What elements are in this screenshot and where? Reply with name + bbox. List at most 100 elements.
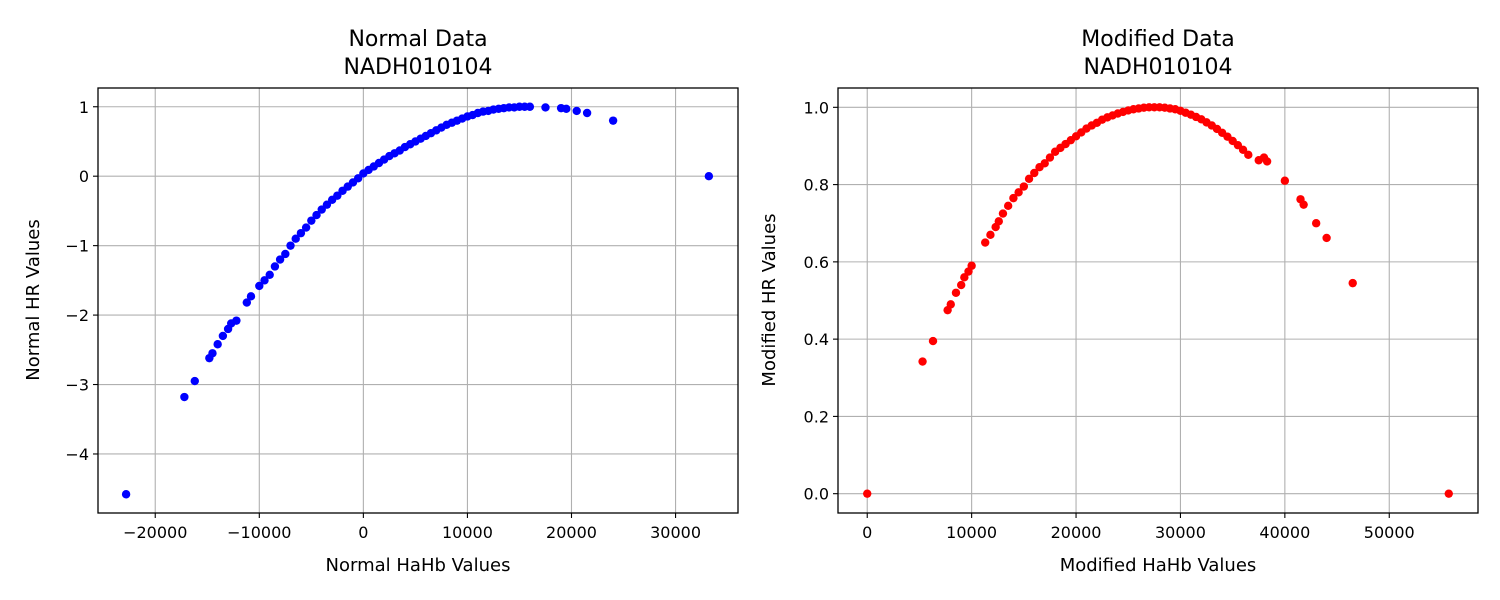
modified-y-tick-label: 0.4 [804,330,829,349]
normal-data-point [582,108,592,118]
normal-data-point [704,171,714,181]
normal-x-tick-label: 30000 [650,523,701,542]
modified-data-point [1238,145,1248,155]
normal-data-point [608,116,618,125]
modified-x-axis-label: Modified HaHb Values [1060,555,1257,576]
modified-data-point [960,273,969,282]
modified-y-tick-label: 0.6 [804,253,829,272]
modified-data-point [1311,219,1321,228]
modified-ticks: 0 10000 20000 30000 40000 50000 0.0 0.2 0.4 0.6 0.… [804,98,1415,542]
normal-x-tick-label: 0 [358,523,368,542]
normal-y-tick-label: −2 [65,306,89,325]
modified-data-point [1348,278,1357,288]
normal-data-panel: −20000 −10000 0 10000 20000 30000 −4 −3 −2 −1 0 1 N… [23,27,739,576]
normal-data-point [525,102,535,111]
modified-data-point [1262,157,1272,166]
normal-data-point [260,276,269,285]
modified-data-point [998,209,1008,218]
modified-data-point [1024,174,1034,183]
normal-data-point [291,234,300,243]
modified-data-point [928,336,938,346]
normal-data-point [255,281,264,291]
modified-title-line-2: NADH010104 [1084,55,1233,80]
modified-x-tick-label: 0 [862,523,872,542]
modified-y-tick-label: 1.0 [804,98,829,117]
modified-data-point [1014,188,1023,197]
modified-data-panel: 0 10000 20000 30000 40000 50000 0.0 0.2 0.4 0.6 0.… [759,27,1479,576]
modified-data-point [1299,200,1308,209]
normal-title-line-2: NADH010104 [344,55,493,80]
normal-data-point [218,331,228,341]
modified-y-tick-label: 0.2 [804,407,829,426]
normal-y-axis-label: Normal HR Values [23,219,44,380]
modified-x-tick-label: 40000 [1259,523,1310,542]
normal-y-tick-label: −4 [65,445,89,464]
normal-data-point [121,490,131,499]
modified-title-line-1: Modified Data [1081,27,1234,52]
modified-data-point [863,489,872,498]
modified-x-tick-label: 20000 [1051,523,1102,542]
modified-x-tick-label: 50000 [1364,523,1415,542]
modified-data-point [986,230,995,240]
normal-title-line-1: Normal Data [348,27,487,52]
modified-y-axis-label: Modified HR Values [759,213,780,386]
normal-data-point [213,340,222,349]
normal-x-tick-label: 10000 [442,523,493,542]
normal-data-point [572,106,581,116]
normal-data-point [180,392,189,402]
normal-y-tick-label: 0 [79,167,89,186]
normal-data-point [541,103,550,112]
normal-x-axis-label: Normal HaHb Values [326,555,511,576]
normal-data-point [296,228,306,238]
normal-ticks: −20000 −10000 0 10000 20000 30000 −4 −3 −2 −1 0 1 [65,98,701,542]
modified-data-point [1322,233,1331,243]
modified-data-point [918,357,927,366]
normal-data-point [208,349,217,358]
modified-data-point [1444,489,1453,498]
normal-x-tick-label: −20000 [123,523,187,542]
normal-y-tick-label: 1 [79,98,89,117]
modified-x-tick-label: 30000 [1155,523,1206,542]
modified-data-point [981,238,990,247]
normal-data-point [281,249,290,259]
normal-data-point [246,292,256,301]
normal-data-point [562,104,571,114]
modified-data-point [967,261,976,270]
normal-scatter-points [121,102,714,499]
normal-data-point [286,241,295,250]
modified-x-tick-label: 10000 [946,523,997,542]
modified-data-point [1030,168,1039,178]
normal-x-tick-label: −10000 [227,523,291,542]
modified-data-point [1003,201,1013,211]
normal-y-tick-label: −1 [65,237,89,256]
modified-data-point [951,288,961,297]
modified-data-point [956,280,966,290]
normal-axes-frame [97,87,739,514]
normal-data-point [301,223,311,232]
normal-data-point [242,298,252,307]
normal-data-point [265,270,274,280]
modified-data-point [1280,176,1290,185]
modified-data-point [946,300,955,309]
normal-data-point [275,255,285,264]
modified-y-tick-label: 0.0 [804,485,829,504]
normal-data-point [190,376,199,386]
modified-scatter-points [863,103,1453,498]
modified-data-point [1244,150,1253,160]
normal-data-point [270,262,280,271]
modified-y-tick-label: 0.8 [804,176,829,195]
normal-y-tick-label: −3 [65,376,89,395]
normal-data-point [312,210,321,220]
modified-axes-frame [837,87,1479,514]
normal-data-point [307,216,316,225]
normal-data-point [232,316,241,325]
modified-data-point [994,217,1003,226]
normal-grid [98,88,738,513]
normal-x-tick-label: 20000 [546,523,597,542]
modified-data-point [1009,193,1018,203]
modified-data-point [1040,159,1049,168]
modified-data-point [1019,182,1029,191]
modified-data-point [1045,153,1055,162]
